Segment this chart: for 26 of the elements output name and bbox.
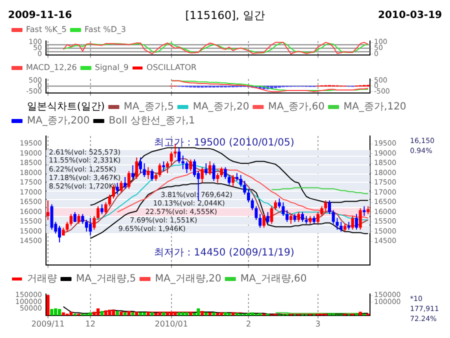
legend-label: MACD_12,26 <box>26 63 77 72</box>
chart-title: [115160], 일간 <box>185 8 265 22</box>
legend-label: MA_거래량,20 <box>155 274 222 285</box>
x-tick-label: 2010/01 <box>154 319 188 328</box>
annotation: 최저가 : 14450 (2009/11/19) <box>154 247 294 258</box>
x-tick-label: 12 <box>85 319 96 328</box>
text: 2010-03-19 <box>378 10 442 20</box>
text: 2009-11-16 <box>8 10 72 20</box>
legend-label: MA_거래량,60 <box>240 274 307 285</box>
legend-label: MA_종가,120 <box>344 102 406 113</box>
legend-label: MA_종가,60 <box>268 102 325 113</box>
x-tick-label: 3 <box>315 319 320 328</box>
legend-label: MA_종가,200 <box>27 116 90 127</box>
x-tick-label: 2009/11 <box>31 319 65 328</box>
legend-label: Fast %K_5 <box>26 25 67 34</box>
legend-label: Signal_9 <box>94 63 129 72</box>
legend-label: 거래량 <box>27 274 57 285</box>
legend-title: 일본식차트(일간) <box>27 102 105 113</box>
legend-label: MA_종가,20 <box>192 102 250 113</box>
legend-label: OSCILLATOR <box>146 63 197 72</box>
legend-label: MA_거래량,5 <box>76 274 136 285</box>
legend-label: Fast %D_3 <box>84 25 126 34</box>
legend-label: MA_종가,5 <box>124 102 174 113</box>
x-tick-label: 2 <box>246 319 252 328</box>
annotation: 최고가 : 19500 (2010/01/05) <box>154 138 294 149</box>
legend-label: Boll 상한선_종가,1 <box>108 116 195 127</box>
